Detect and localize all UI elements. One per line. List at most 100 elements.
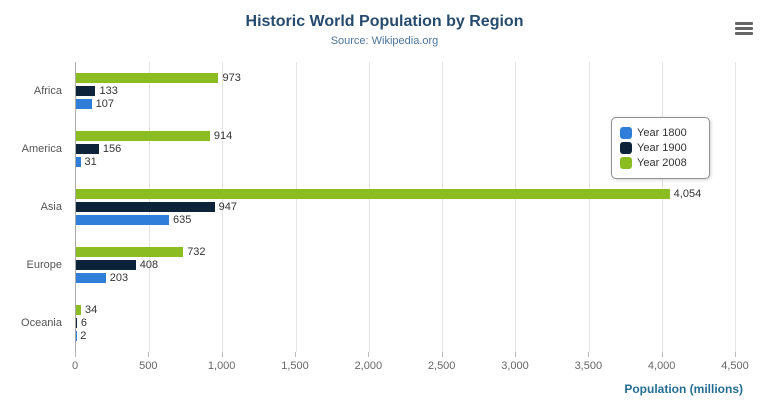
bar-asia-year-1900[interactable] <box>76 202 215 212</box>
gridline <box>368 62 370 352</box>
chart-subtitle: Source: Wikipedia.org <box>330 35 439 47</box>
bar-asia-year-2008[interactable] <box>76 189 670 199</box>
bar-america-year-2008[interactable] <box>76 131 210 141</box>
bar-row: 203 <box>76 272 735 284</box>
bar-value-label: 635 <box>172 214 192 226</box>
bar-row: 408 <box>76 259 735 271</box>
bar-america-year-1900[interactable] <box>76 144 99 154</box>
x-tick-label: 2,000 <box>354 360 383 372</box>
x-tick-label: 0 <box>71 360 79 372</box>
x-tick-mark <box>221 352 223 357</box>
bar-group-america: 914 156 31 <box>76 130 735 170</box>
category-label-africa: Africa <box>33 85 62 97</box>
bar-asia-year-1800[interactable] <box>76 215 169 225</box>
gridline <box>442 62 444 352</box>
bar-oceania-year-2008[interactable] <box>76 305 81 315</box>
bar-row: 4,054 <box>76 188 735 200</box>
bar-value-label: 156 <box>102 143 122 155</box>
legend: Year 1800 Year 1900 Year 2008 <box>611 117 710 179</box>
bar-africa-year-1900[interactable] <box>76 86 96 96</box>
bar-value-label: 2 <box>80 330 87 342</box>
x-tick-label: 1,500 <box>281 360 309 372</box>
bar-row: 6 <box>76 317 735 329</box>
hamburger-line <box>735 22 753 25</box>
bar-value-label: 408 <box>139 259 159 271</box>
x-tick-mark <box>588 352 590 357</box>
plot-area: 973 133 107 914 156 31 4,054 947 635 732 408 203 34 6… <box>75 62 736 352</box>
bar-group-africa: 973 133 107 <box>76 72 735 112</box>
legend-item-year-1900[interactable]: Year 1900 <box>620 142 701 154</box>
bar-europe-year-2008[interactable] <box>76 247 184 257</box>
gridline <box>295 62 297 352</box>
category-label-asia: Asia <box>40 201 62 213</box>
x-tick-label: 4,500 <box>721 360 749 372</box>
gridline <box>588 62 590 352</box>
legend-item-year-1800[interactable]: Year 1800 <box>620 127 701 139</box>
bar-row: 133 <box>76 85 735 97</box>
bar-value-label: 133 <box>99 85 118 97</box>
x-tick-mark <box>735 352 736 357</box>
x-tick-label: 3,000 <box>501 360 529 372</box>
bar-row: 732 <box>76 246 735 258</box>
bar-value-label: 947 <box>218 201 238 213</box>
x-tick-mark <box>148 352 150 357</box>
legend-label: Year 1800 <box>637 127 687 139</box>
x-tick-label: 1,000 <box>207 360 236 372</box>
chart-title: Historic World Population by Region <box>245 13 524 30</box>
bar-row: 914 <box>76 130 735 142</box>
bar-europe-year-1900[interactable] <box>76 260 136 270</box>
category-label-oceania: Oceania <box>21 317 62 329</box>
bar-row: 973 <box>76 72 735 84</box>
bar-row: 34 <box>76 304 735 316</box>
bar-value-label: 107 <box>95 98 115 110</box>
hamburger-line <box>735 32 753 35</box>
legend-label: Year 2008 <box>637 157 687 169</box>
x-tick-mark <box>295 352 296 357</box>
bar-value-label: 4,054 <box>673 188 702 200</box>
bar-row: 156 <box>76 143 735 155</box>
legend-items: Year 1800 Year 1900 Year 2008 <box>620 127 701 169</box>
x-tick-label: 2,500 <box>427 360 456 372</box>
x-tick-mark <box>515 352 516 357</box>
hamburger-menu-icon[interactable] <box>735 22 753 36</box>
x-axis-title: Population (millions) <box>624 382 743 396</box>
x-tick-mark <box>75 352 76 357</box>
x-tick-mark <box>661 352 663 357</box>
legend-label: Year 1900 <box>637 142 687 154</box>
x-tick-mark <box>441 352 443 357</box>
legend-item-year-2008[interactable]: Year 2008 <box>620 157 701 169</box>
gridline <box>735 62 736 352</box>
bar-value-label: 6 <box>80 317 87 329</box>
x-tick-label: 500 <box>139 360 158 372</box>
category-label-europe: Europe <box>26 259 62 271</box>
bar-value-label: 34 <box>84 304 98 316</box>
x-tick-label: 4,000 <box>647 360 676 372</box>
gridline <box>515 62 517 352</box>
bar-row: 947 <box>76 201 735 213</box>
bar-africa-year-1800[interactable] <box>76 99 92 109</box>
hamburger-line <box>735 27 753 30</box>
bar-value-label: 732 <box>187 246 206 258</box>
legend-marker <box>620 127 632 139</box>
bar-europe-year-1800[interactable] <box>76 273 106 283</box>
bar-row: 2 <box>76 330 735 342</box>
bar-row: 635 <box>76 214 735 226</box>
category-label-america: America <box>21 143 62 155</box>
bar-africa-year-2008[interactable] <box>76 73 219 83</box>
bar-value-label: 31 <box>84 156 97 168</box>
bar-group-europe: 732 408 203 <box>76 246 735 286</box>
bar-row: 107 <box>76 98 735 110</box>
bar-america-year-1800[interactable] <box>76 157 81 167</box>
gridline <box>222 62 224 352</box>
bar-value-label: 203 <box>109 272 129 284</box>
x-tick-label: 3,500 <box>574 360 603 372</box>
bar-row: 31 <box>76 156 735 168</box>
bar-oceania-year-1900[interactable] <box>76 318 77 328</box>
category-axis: Africa America Asia Europe Oceania <box>0 62 68 352</box>
gridline <box>661 62 663 352</box>
bar-value-label: 973 <box>222 72 241 84</box>
legend-marker <box>620 142 632 154</box>
bar-group-oceania: 34 6 2 <box>76 304 735 344</box>
x-axis-labels: 0 500 1,000 1,500 2,000 2,500 3,000 3,500 4,000 4… <box>71 352 749 382</box>
